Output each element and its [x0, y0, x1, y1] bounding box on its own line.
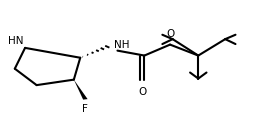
Text: O: O — [138, 86, 146, 96]
Text: F: F — [83, 103, 88, 113]
Text: HN: HN — [8, 36, 24, 46]
Polygon shape — [74, 80, 88, 100]
Text: NH: NH — [114, 40, 130, 50]
Text: O: O — [166, 29, 174, 39]
